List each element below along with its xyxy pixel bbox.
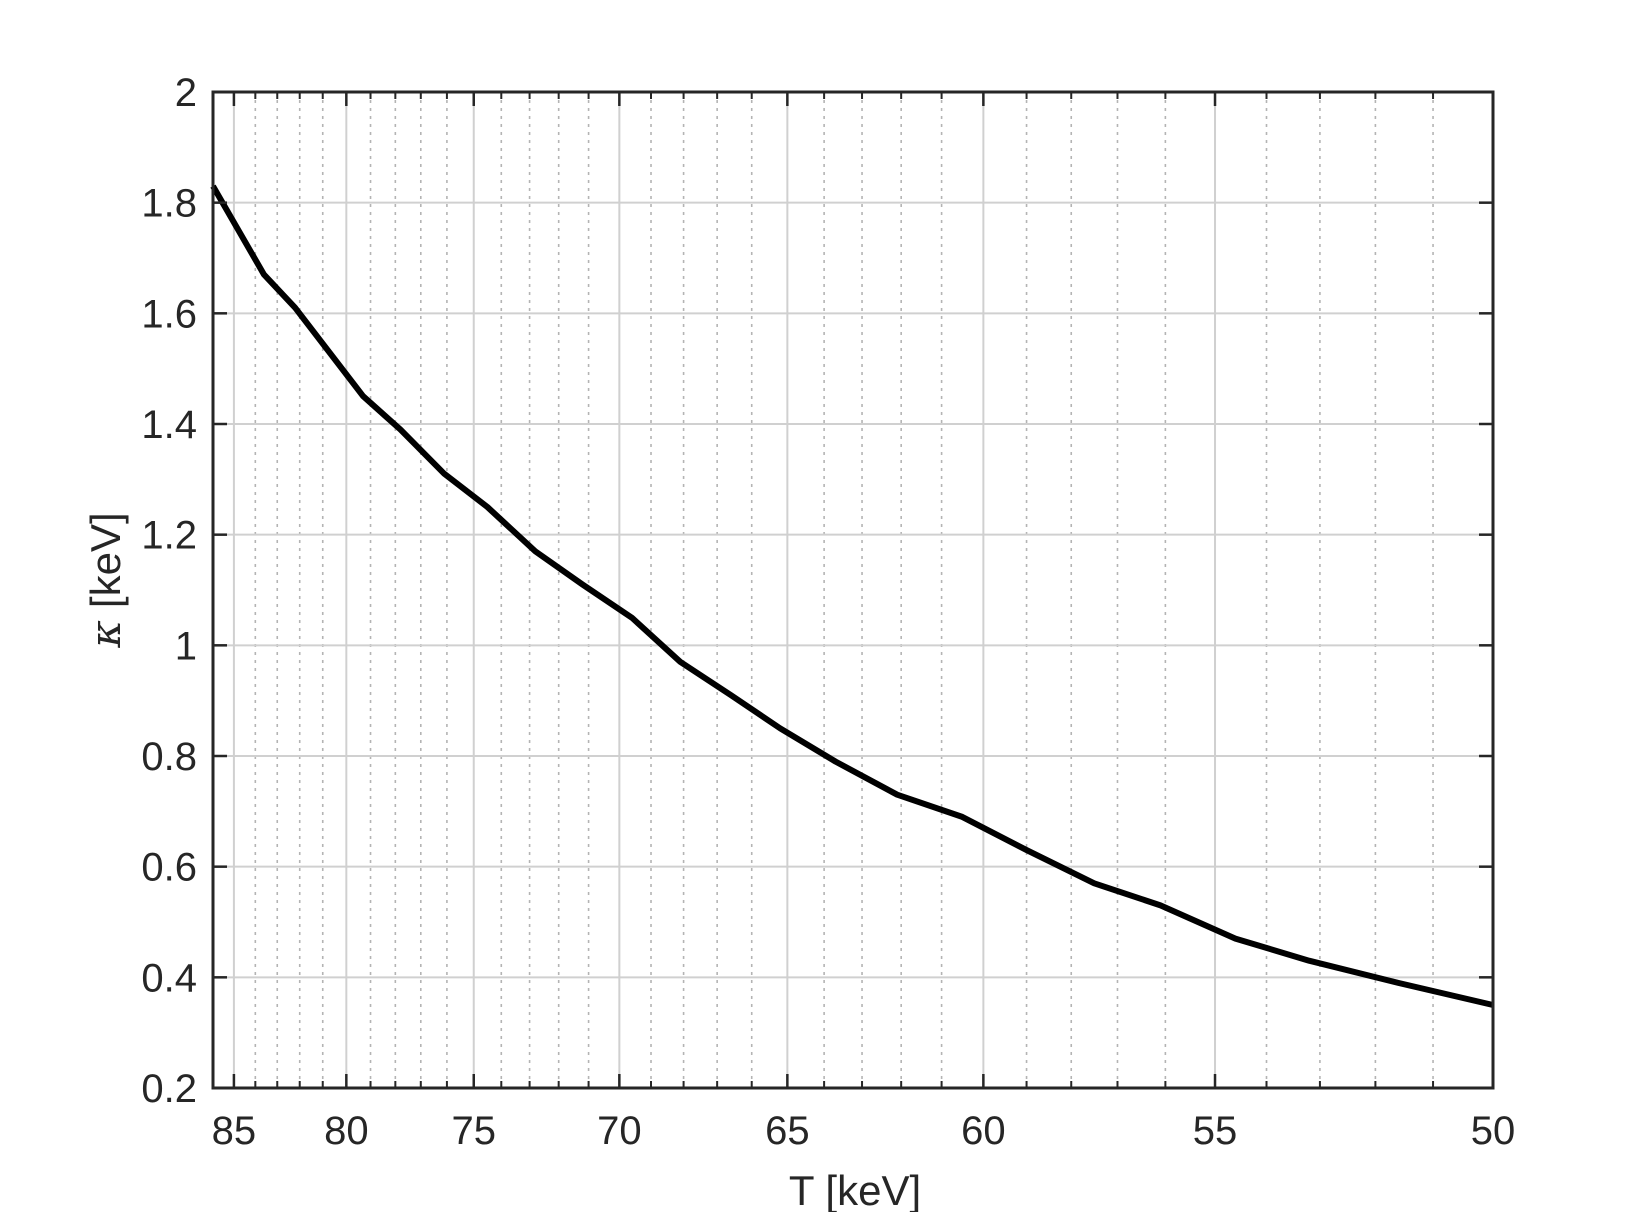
x-tick-label: 85 xyxy=(212,1109,257,1153)
series-layer xyxy=(210,184,1494,1008)
y-tick-label: 0.4 xyxy=(141,956,197,1000)
x-tick-labels: 85 80 75 70 65 60 55 50 xyxy=(212,1109,1516,1153)
x-tick-label: 80 xyxy=(324,1109,369,1153)
x-tick-label: 50 xyxy=(1471,1109,1516,1153)
x-tick-label: 70 xyxy=(597,1109,642,1153)
y-tick-labels: 0.2 0.4 0.6 0.8 1 1.2 1.4 1.6 1.8 2 xyxy=(141,71,197,1111)
y-tick-label: 1 xyxy=(175,624,197,668)
y-tick-label: 1.6 xyxy=(141,292,197,336)
y-axis-label: κ [keV] xyxy=(81,512,130,648)
x-tick-label: 60 xyxy=(961,1109,1006,1153)
axis-ticks xyxy=(212,90,1495,1090)
y-tick-label: 1.4 xyxy=(141,403,197,447)
x-tick-label: 75 xyxy=(451,1109,496,1153)
y-tick-label: 1.2 xyxy=(141,514,197,558)
y-tick-label: 0.2 xyxy=(141,1067,197,1111)
plot-frame xyxy=(211,90,1495,1090)
y-tick-label: 0.8 xyxy=(141,735,197,779)
y-axis-unit: [keV] xyxy=(82,512,129,608)
y-tick-label: 0.6 xyxy=(141,846,197,890)
series-line xyxy=(210,184,1494,1008)
x-tick-label: 55 xyxy=(1193,1109,1238,1153)
y-tick-label: 1.8 xyxy=(141,182,197,226)
x-axis-label: T [keV] xyxy=(789,1167,921,1212)
x-tick-label: 65 xyxy=(765,1109,810,1153)
y-tick-label: 2 xyxy=(175,71,197,115)
y-axis-symbol: κ xyxy=(81,620,130,649)
